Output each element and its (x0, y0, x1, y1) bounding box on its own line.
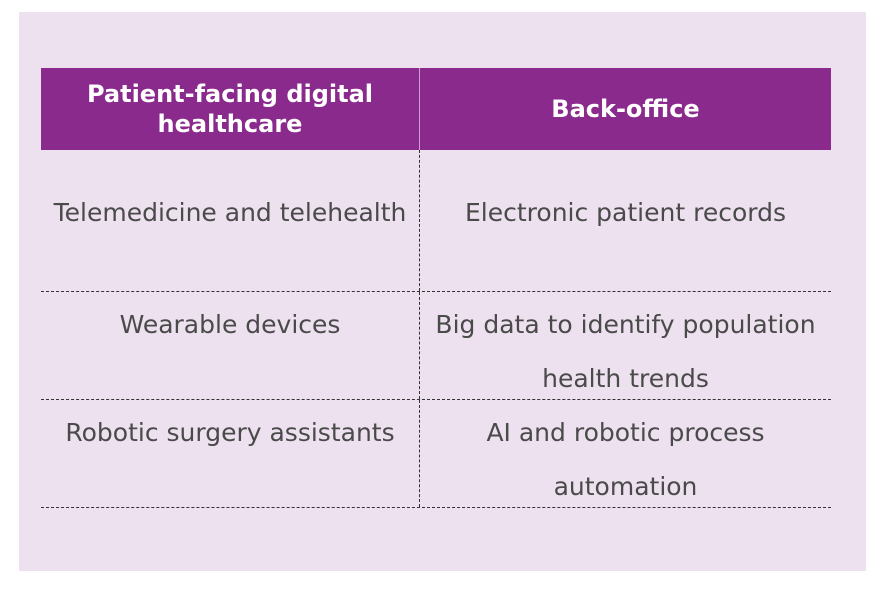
table-row: Telemedicine and telehealth Electronic p… (41, 150, 831, 292)
table-row: Wearable devices Big data to identify po… (41, 292, 831, 400)
table-cell: Electronic patient records (465, 198, 786, 227)
table-cell: Telemedicine and telehealth (41, 150, 420, 291)
table-cell: AI and robotic process automation (486, 418, 765, 501)
table-cell: Wearable devices (41, 292, 420, 399)
table-header: Patient-facing digital healthcare Back-o… (41, 68, 831, 150)
table-cell: Big data to identify population health t… (435, 310, 816, 393)
header-back-office: Back-office (551, 95, 700, 123)
header-patient-facing: Patient-facing digital healthcare (41, 68, 420, 150)
comparison-table: Patient-facing digital healthcare Back-o… (41, 68, 831, 508)
table-row: Robotic surgery assistants AI and roboti… (41, 400, 831, 508)
table-cell: Robotic surgery assistants (41, 400, 420, 507)
